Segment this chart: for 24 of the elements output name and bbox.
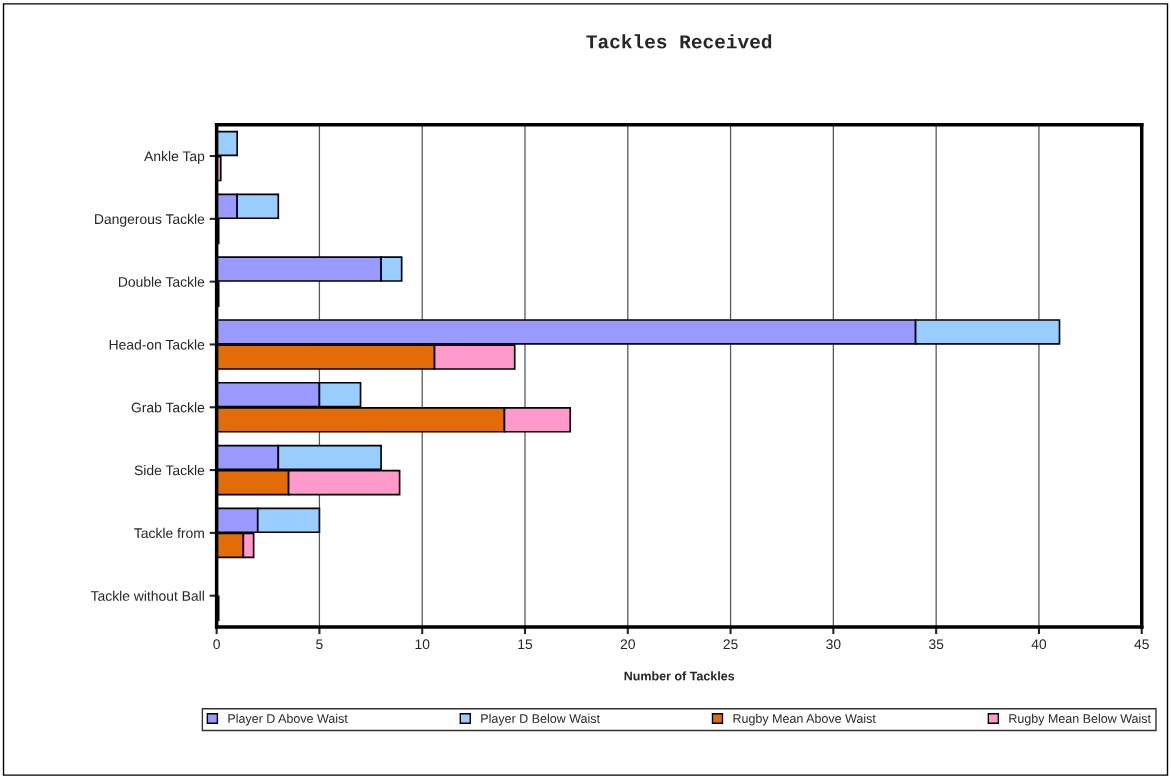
y-tick-label: Tackle from — [134, 527, 204, 539]
y-tick-label: Dangerous Tackle — [95, 213, 205, 227]
x-tick-label: 45 — [1134, 639, 1149, 650]
chart-title: Tackles Received — [586, 34, 772, 49]
x-tick-label: 35 — [928, 639, 944, 650]
y-tick-label: Double Tackle — [118, 276, 205, 287]
legend-label: Rugby Mean Below Waist — [1009, 713, 1151, 726]
x-tick-label: 25 — [723, 639, 738, 650]
x-tick-label: 30 — [826, 639, 841, 650]
y-tick-label: Ankle Tap — [144, 151, 205, 164]
x-tick-label: 40 — [1031, 639, 1047, 650]
x-tick-label: 10 — [415, 639, 430, 650]
legend-label: Player D Below Waist — [481, 713, 600, 726]
y-tick-label: Tackle without Ball — [90, 590, 204, 601]
x-tick-label: 15 — [518, 639, 533, 650]
x-tick-label: 0 — [213, 639, 220, 650]
x-tick-label: 20 — [620, 639, 635, 650]
y-tick-label: Grab Tackle — [131, 402, 205, 413]
legend-label: Player D Above Waist — [228, 713, 348, 726]
x-axis-title: Number of Tackles — [624, 671, 735, 681]
y-tick-label: Side Tackle — [134, 465, 205, 476]
legend-label: Rugby Mean Above Waist — [733, 713, 876, 726]
y-tick-label: Head-on Tackle — [109, 339, 205, 350]
x-tick-label: 5 — [316, 639, 323, 650]
